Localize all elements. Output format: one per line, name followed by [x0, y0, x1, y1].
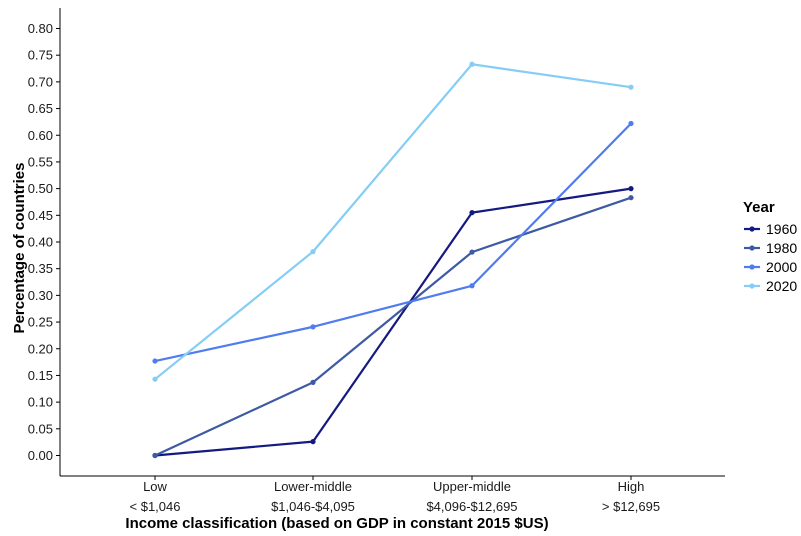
data-point: [310, 249, 316, 255]
x-axis-ticks: Low < $1,046 Lower-middle $1,046-$4,095 Uppe…: [130, 476, 660, 514]
y-axis-title: Percentage of countries: [11, 163, 28, 334]
y-tick-label: 0.40: [28, 235, 53, 250]
x-tick-label: Lower-middle: [274, 479, 352, 494]
y-tick-label: 0.30: [28, 288, 53, 303]
legend-key-point: [749, 264, 755, 270]
data-point: [628, 120, 634, 127]
x-tick-sublabel: < $1,046: [130, 499, 181, 514]
legend-item-1960: 1960: [744, 221, 797, 237]
legend-key-point: [749, 283, 755, 289]
y-tick-label: 0.80: [28, 21, 53, 36]
y-tick-label: 0.45: [28, 208, 53, 223]
y-tick-label: 0.15: [28, 368, 53, 383]
data-point: [152, 376, 158, 382]
data-point: [310, 324, 316, 330]
series-line-2020: [154, 63, 632, 381]
y-axis-ticks: 0.00 0.05 0.10 0.15 0.20 0.25 0.30 0.35 0.40 0.45…: [28, 21, 60, 463]
x-tick-label: High: [618, 479, 645, 494]
x-tick-label: Upper-middle: [433, 479, 511, 494]
y-tick-label: 0.00: [28, 448, 53, 463]
x-tick-sublabel: $4,096-$12,695: [426, 499, 517, 514]
data-point: [469, 249, 475, 255]
legend-label: 1980: [766, 240, 797, 256]
legend-label: 2000: [766, 259, 797, 275]
data-point: [628, 195, 634, 201]
y-tick-label: 0.35: [28, 261, 53, 276]
legend: Year 1960 1980 2000 2020: [743, 199, 797, 294]
x-tick-sublabel: > $12,695: [602, 499, 660, 514]
data-point: [152, 452, 158, 459]
x-axis-title: Income classification (based on GDP in c…: [125, 515, 548, 532]
legend-item-2000: 2000: [744, 259, 797, 275]
legend-key-point: [749, 245, 755, 251]
series-2020: [152, 61, 634, 382]
legend-label: 1960: [766, 221, 797, 237]
x-tick-label: Low: [143, 479, 167, 494]
y-tick-label: 0.50: [28, 181, 53, 196]
data-point: [310, 439, 316, 445]
data-point: [628, 84, 634, 90]
legend-item-2020: 2020: [744, 278, 797, 294]
y-tick-label: 0.60: [28, 128, 53, 143]
y-tick-label: 0.55: [28, 154, 53, 169]
y-tick-label: 0.65: [28, 101, 53, 116]
data-point: [152, 358, 158, 364]
series-1980: [152, 195, 634, 459]
y-tick-label: 0.75: [28, 48, 53, 63]
legend-item-1980: 1980: [744, 240, 797, 256]
series-line-2000: [154, 122, 632, 363]
legend-label: 2020: [766, 278, 797, 294]
data-point: [310, 379, 316, 385]
data-point: [469, 283, 475, 289]
data-point: [469, 61, 475, 67]
series-line-1980: [154, 196, 632, 457]
y-tick-label: 0.10: [28, 395, 53, 410]
plot-area: [152, 61, 634, 459]
y-tick-label: 0.05: [28, 421, 53, 436]
y-tick-label: 0.70: [28, 74, 53, 89]
series-2000: [152, 120, 634, 364]
data-point: [628, 186, 634, 192]
legend-key-point: [749, 226, 755, 232]
legend-title: Year: [743, 199, 775, 216]
y-tick-label: 0.20: [28, 341, 53, 356]
series-line-1960: [154, 187, 632, 457]
x-tick-sublabel: $1,046-$4,095: [271, 499, 355, 514]
y-tick-label: 0.25: [28, 315, 53, 330]
data-point: [469, 210, 475, 216]
